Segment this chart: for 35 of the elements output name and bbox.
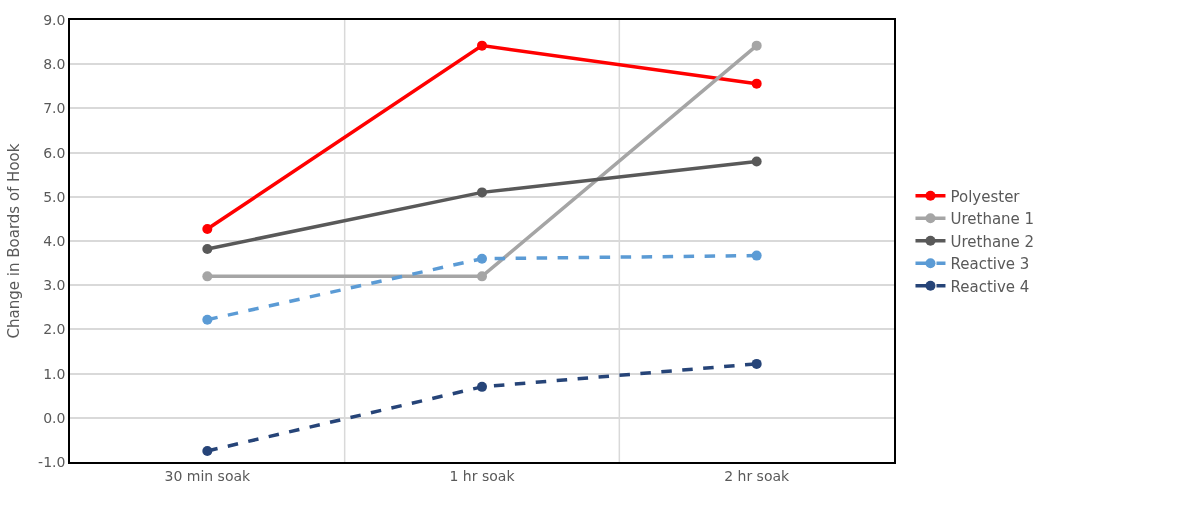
point — [202, 243, 213, 254]
y-tick-label: 6.0 — [43, 144, 66, 161]
y-tick-label: 5.0 — [43, 188, 66, 205]
x-tick-label: 2 hr soak — [724, 467, 791, 484]
y-tick-label: 9.0 — [43, 11, 66, 28]
point — [477, 381, 487, 392]
x-tick-label: 30 min soak — [164, 467, 252, 484]
y-axis-title: Change in Boards of Hook — [4, 143, 23, 339]
y-tick-label: 7.0 — [43, 100, 66, 117]
point — [751, 250, 762, 261]
point — [477, 187, 487, 198]
point — [477, 253, 487, 264]
legend-label: Polyester — [950, 187, 1021, 206]
y-tick-label: 3.0 — [43, 277, 66, 294]
point — [751, 358, 762, 369]
point — [751, 156, 762, 167]
point — [202, 445, 213, 456]
point — [202, 314, 213, 325]
y-tick-label: 0.0 — [43, 409, 66, 426]
x-tick-label: 1 hr soak — [449, 467, 516, 484]
legend-label: Reactive 4 — [950, 277, 1030, 296]
y-tick-label: 2.0 — [43, 321, 66, 338]
y-tick-label: 1.0 — [43, 365, 66, 382]
point — [477, 40, 487, 51]
legend-label: Urethane 1 — [950, 210, 1035, 229]
point — [751, 40, 762, 51]
point — [202, 271, 213, 282]
legend-label: Reactive 3 — [950, 255, 1030, 274]
legend-label: Urethane 2 — [950, 232, 1035, 251]
point — [477, 271, 487, 282]
point — [751, 78, 762, 89]
y-tick-label: 4.0 — [43, 232, 66, 249]
y-tick-label: 8.0 — [43, 56, 66, 73]
point — [202, 224, 213, 235]
y-tick-label: -1.0 — [38, 453, 66, 470]
